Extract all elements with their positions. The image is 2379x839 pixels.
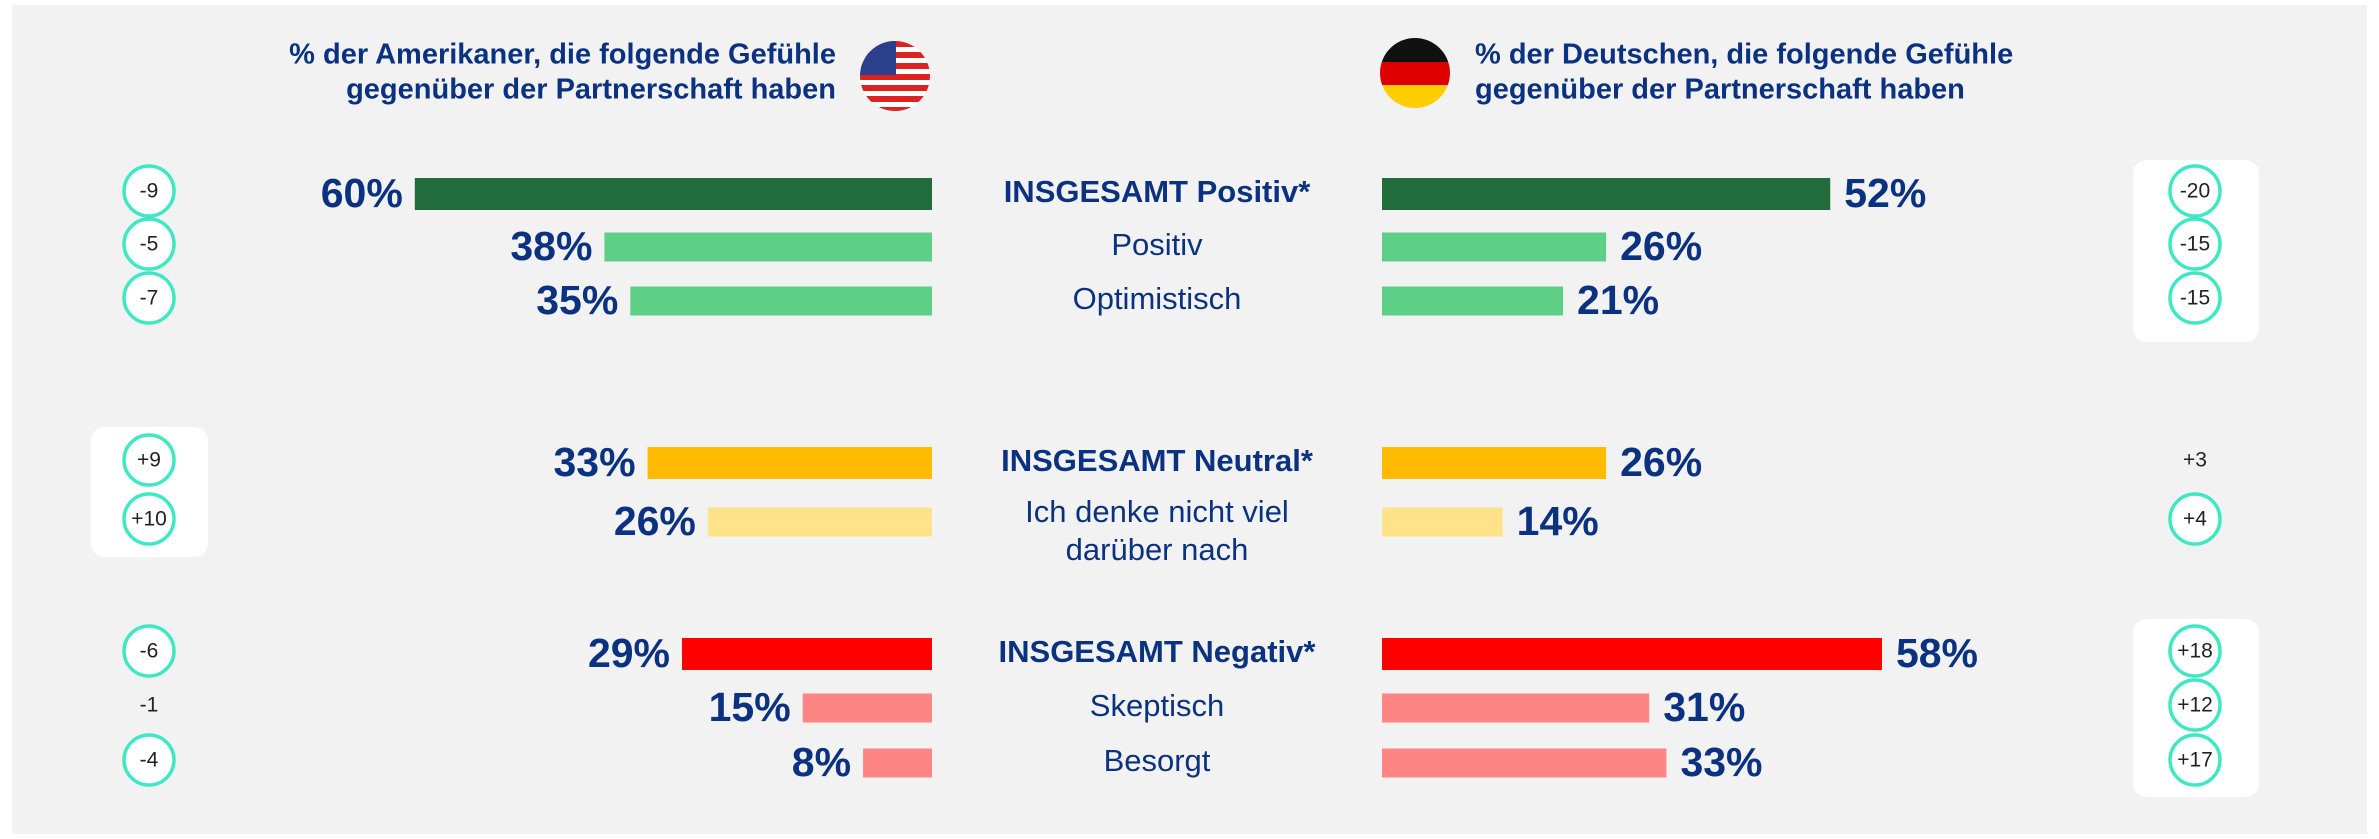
- change-circle: [122, 217, 176, 271]
- value-label: 15%: [709, 684, 791, 730]
- category-label: Ich denke nicht viel: [1025, 494, 1289, 529]
- series-title: gegenüber der Partnerschaft haben: [1475, 74, 1965, 106]
- change-circle: [2168, 678, 2222, 732]
- bar: [1382, 447, 1607, 479]
- value-label: 21%: [1577, 277, 1659, 323]
- category-label: Positiv: [1111, 227, 1203, 262]
- change-label: -9: [140, 180, 159, 203]
- change-label: -20: [2180, 180, 2210, 203]
- change-label: +10: [131, 508, 167, 531]
- bar: [604, 232, 932, 262]
- value-label: 38%: [510, 223, 592, 269]
- bar: [863, 748, 932, 778]
- category-label: INSGESAMT Negativ*: [999, 634, 1317, 669]
- bar: [647, 447, 932, 479]
- series-title: % der Amerikaner, die folgende Gefühle: [289, 39, 836, 71]
- bar: [1382, 638, 1882, 670]
- bar: [1382, 232, 1607, 262]
- change-label: -5: [140, 233, 159, 256]
- change-circle: [2168, 164, 2222, 218]
- value-label: 26%: [614, 498, 696, 544]
- category-label: INSGESAMT Positiv*: [1004, 174, 1312, 209]
- change-label: -7: [140, 287, 159, 310]
- category-label: Optimistisch: [1073, 281, 1242, 316]
- change-circle: [122, 624, 176, 678]
- bar: [802, 693, 932, 723]
- change-circle: [122, 733, 176, 787]
- bar: [414, 178, 932, 210]
- bar: [1382, 178, 1831, 210]
- value-label: 14%: [1517, 498, 1599, 544]
- value-label: 26%: [1620, 439, 1702, 485]
- highlight-box: [91, 427, 208, 557]
- bar: [1382, 286, 1564, 316]
- value-label: 8%: [792, 739, 851, 785]
- value-label: 58%: [1896, 630, 1978, 676]
- series-title: gegenüber der Partnerschaft haben: [346, 74, 836, 106]
- value-label: 26%: [1620, 223, 1702, 269]
- value-label: 52%: [1844, 170, 1926, 216]
- bar: [1382, 693, 1650, 723]
- change-label: +12: [2177, 694, 2213, 717]
- change-circle: [2168, 271, 2222, 325]
- change-circle: [2168, 217, 2222, 271]
- value-label: 33%: [1680, 739, 1762, 785]
- bar: [1382, 748, 1667, 778]
- change-label: +4: [2183, 508, 2207, 531]
- bar: [682, 638, 932, 670]
- category-label: Besorgt: [1104, 743, 1211, 778]
- value-label: 60%: [321, 170, 403, 216]
- change-circle: [122, 433, 176, 487]
- change-circle: [122, 271, 176, 325]
- category-label: INSGESAMT Neutral*: [1001, 443, 1314, 478]
- value-label: 33%: [553, 439, 635, 485]
- category-label: Skeptisch: [1090, 688, 1224, 723]
- change-circle: [2168, 733, 2222, 787]
- change-circle: [122, 492, 176, 546]
- change-label: +17: [2177, 749, 2213, 772]
- series-title: % der Deutschen, die folgende Gefühle: [1475, 39, 2013, 71]
- change-circle: [122, 164, 176, 218]
- change-label: -4: [140, 749, 159, 772]
- change-circle: [2168, 624, 2222, 678]
- category-label: darüber nach: [1066, 532, 1249, 567]
- change-label: -15: [2180, 287, 2210, 310]
- value-label: 35%: [536, 277, 618, 323]
- change-label: +9: [137, 449, 161, 472]
- change-label: -15: [2180, 233, 2210, 256]
- change-label: -1: [140, 694, 159, 717]
- bar: [630, 286, 932, 316]
- change-label: +18: [2177, 640, 2213, 663]
- bar: [707, 507, 932, 537]
- change-circle: [2168, 492, 2222, 546]
- change-label: -6: [140, 640, 159, 663]
- value-label: 29%: [588, 630, 670, 676]
- change-label: +3: [2183, 449, 2207, 472]
- bar: [1382, 507, 1503, 537]
- background: [12, 5, 2367, 834]
- value-label: 31%: [1663, 684, 1745, 730]
